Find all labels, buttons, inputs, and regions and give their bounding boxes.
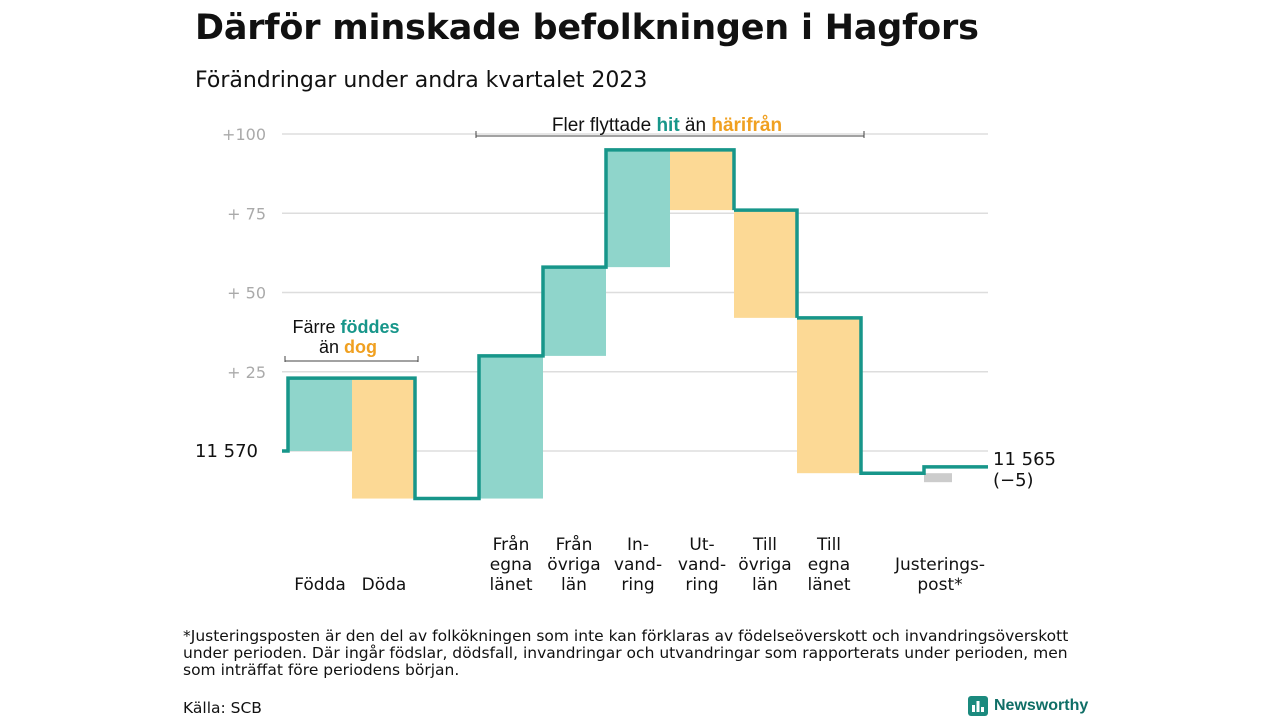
category-label: Döda xyxy=(362,575,407,595)
category-label: övriga xyxy=(738,555,791,575)
migration-annotation: Fler flyttade hit än härifrån xyxy=(552,115,782,136)
category-label: ring xyxy=(685,575,718,595)
end-change-label: (−5) xyxy=(993,470,1034,491)
category-label: Till xyxy=(816,535,841,555)
bar-2 xyxy=(352,378,415,499)
category-label: ring xyxy=(621,575,654,595)
bar-6 xyxy=(670,149,734,211)
birth-annotation-bracket xyxy=(284,356,419,362)
bar-4 xyxy=(543,267,606,356)
bar-3 xyxy=(479,355,543,499)
category-label: egna xyxy=(490,555,532,575)
category-label: Från xyxy=(556,534,593,555)
category-label: post* xyxy=(917,575,962,595)
page-subtitle: Förändringar under andra kvartalet 2023 xyxy=(195,68,648,93)
newsworthy-logo-icon xyxy=(968,696,988,716)
category-label: Från xyxy=(493,534,530,555)
source-note: Källa: SCB xyxy=(183,699,262,717)
category-label: länet xyxy=(807,575,850,595)
category-label: län xyxy=(561,575,587,595)
bar-9 xyxy=(924,473,952,483)
category-label: vand- xyxy=(678,555,726,575)
page-title: Därför minskade befolkningen i Hagfors xyxy=(195,8,979,48)
category-label: Födda xyxy=(294,575,346,595)
category-label: vand- xyxy=(614,555,662,575)
start-value-label: 11 570 xyxy=(195,441,258,462)
brand-logo: Newsworthy xyxy=(968,696,1088,716)
category-label: Till xyxy=(752,535,777,555)
bar-1 xyxy=(288,378,352,451)
birth-annotation-line2: än dog xyxy=(319,337,377,357)
category-label: länet xyxy=(489,575,532,595)
cumulative-step-line xyxy=(282,148,988,501)
birth-annotation-line1: Färre föddes xyxy=(292,317,399,337)
category-label: In- xyxy=(627,535,649,555)
category-label: län xyxy=(752,575,778,595)
end-value-label: 11 565 xyxy=(993,449,1056,470)
bar-5 xyxy=(606,149,670,268)
y-tick-label: + 25 xyxy=(227,363,266,382)
brand-name: Newsworthy xyxy=(994,697,1089,714)
migration-annotation-bracket xyxy=(475,131,865,138)
bar-8 xyxy=(797,317,861,474)
category-label: övriga xyxy=(547,555,600,575)
y-tick-label: + 50 xyxy=(227,284,266,303)
category-label: Justerings- xyxy=(894,555,985,575)
category-label: Ut- xyxy=(689,535,714,555)
y-tick-label: + 75 xyxy=(227,204,266,223)
bar-7 xyxy=(734,210,797,318)
y-tick-label: +100 xyxy=(222,125,266,144)
footnote: *Justeringsposten är den del av folkökni… xyxy=(183,627,1069,679)
category-label: egna xyxy=(808,555,850,575)
